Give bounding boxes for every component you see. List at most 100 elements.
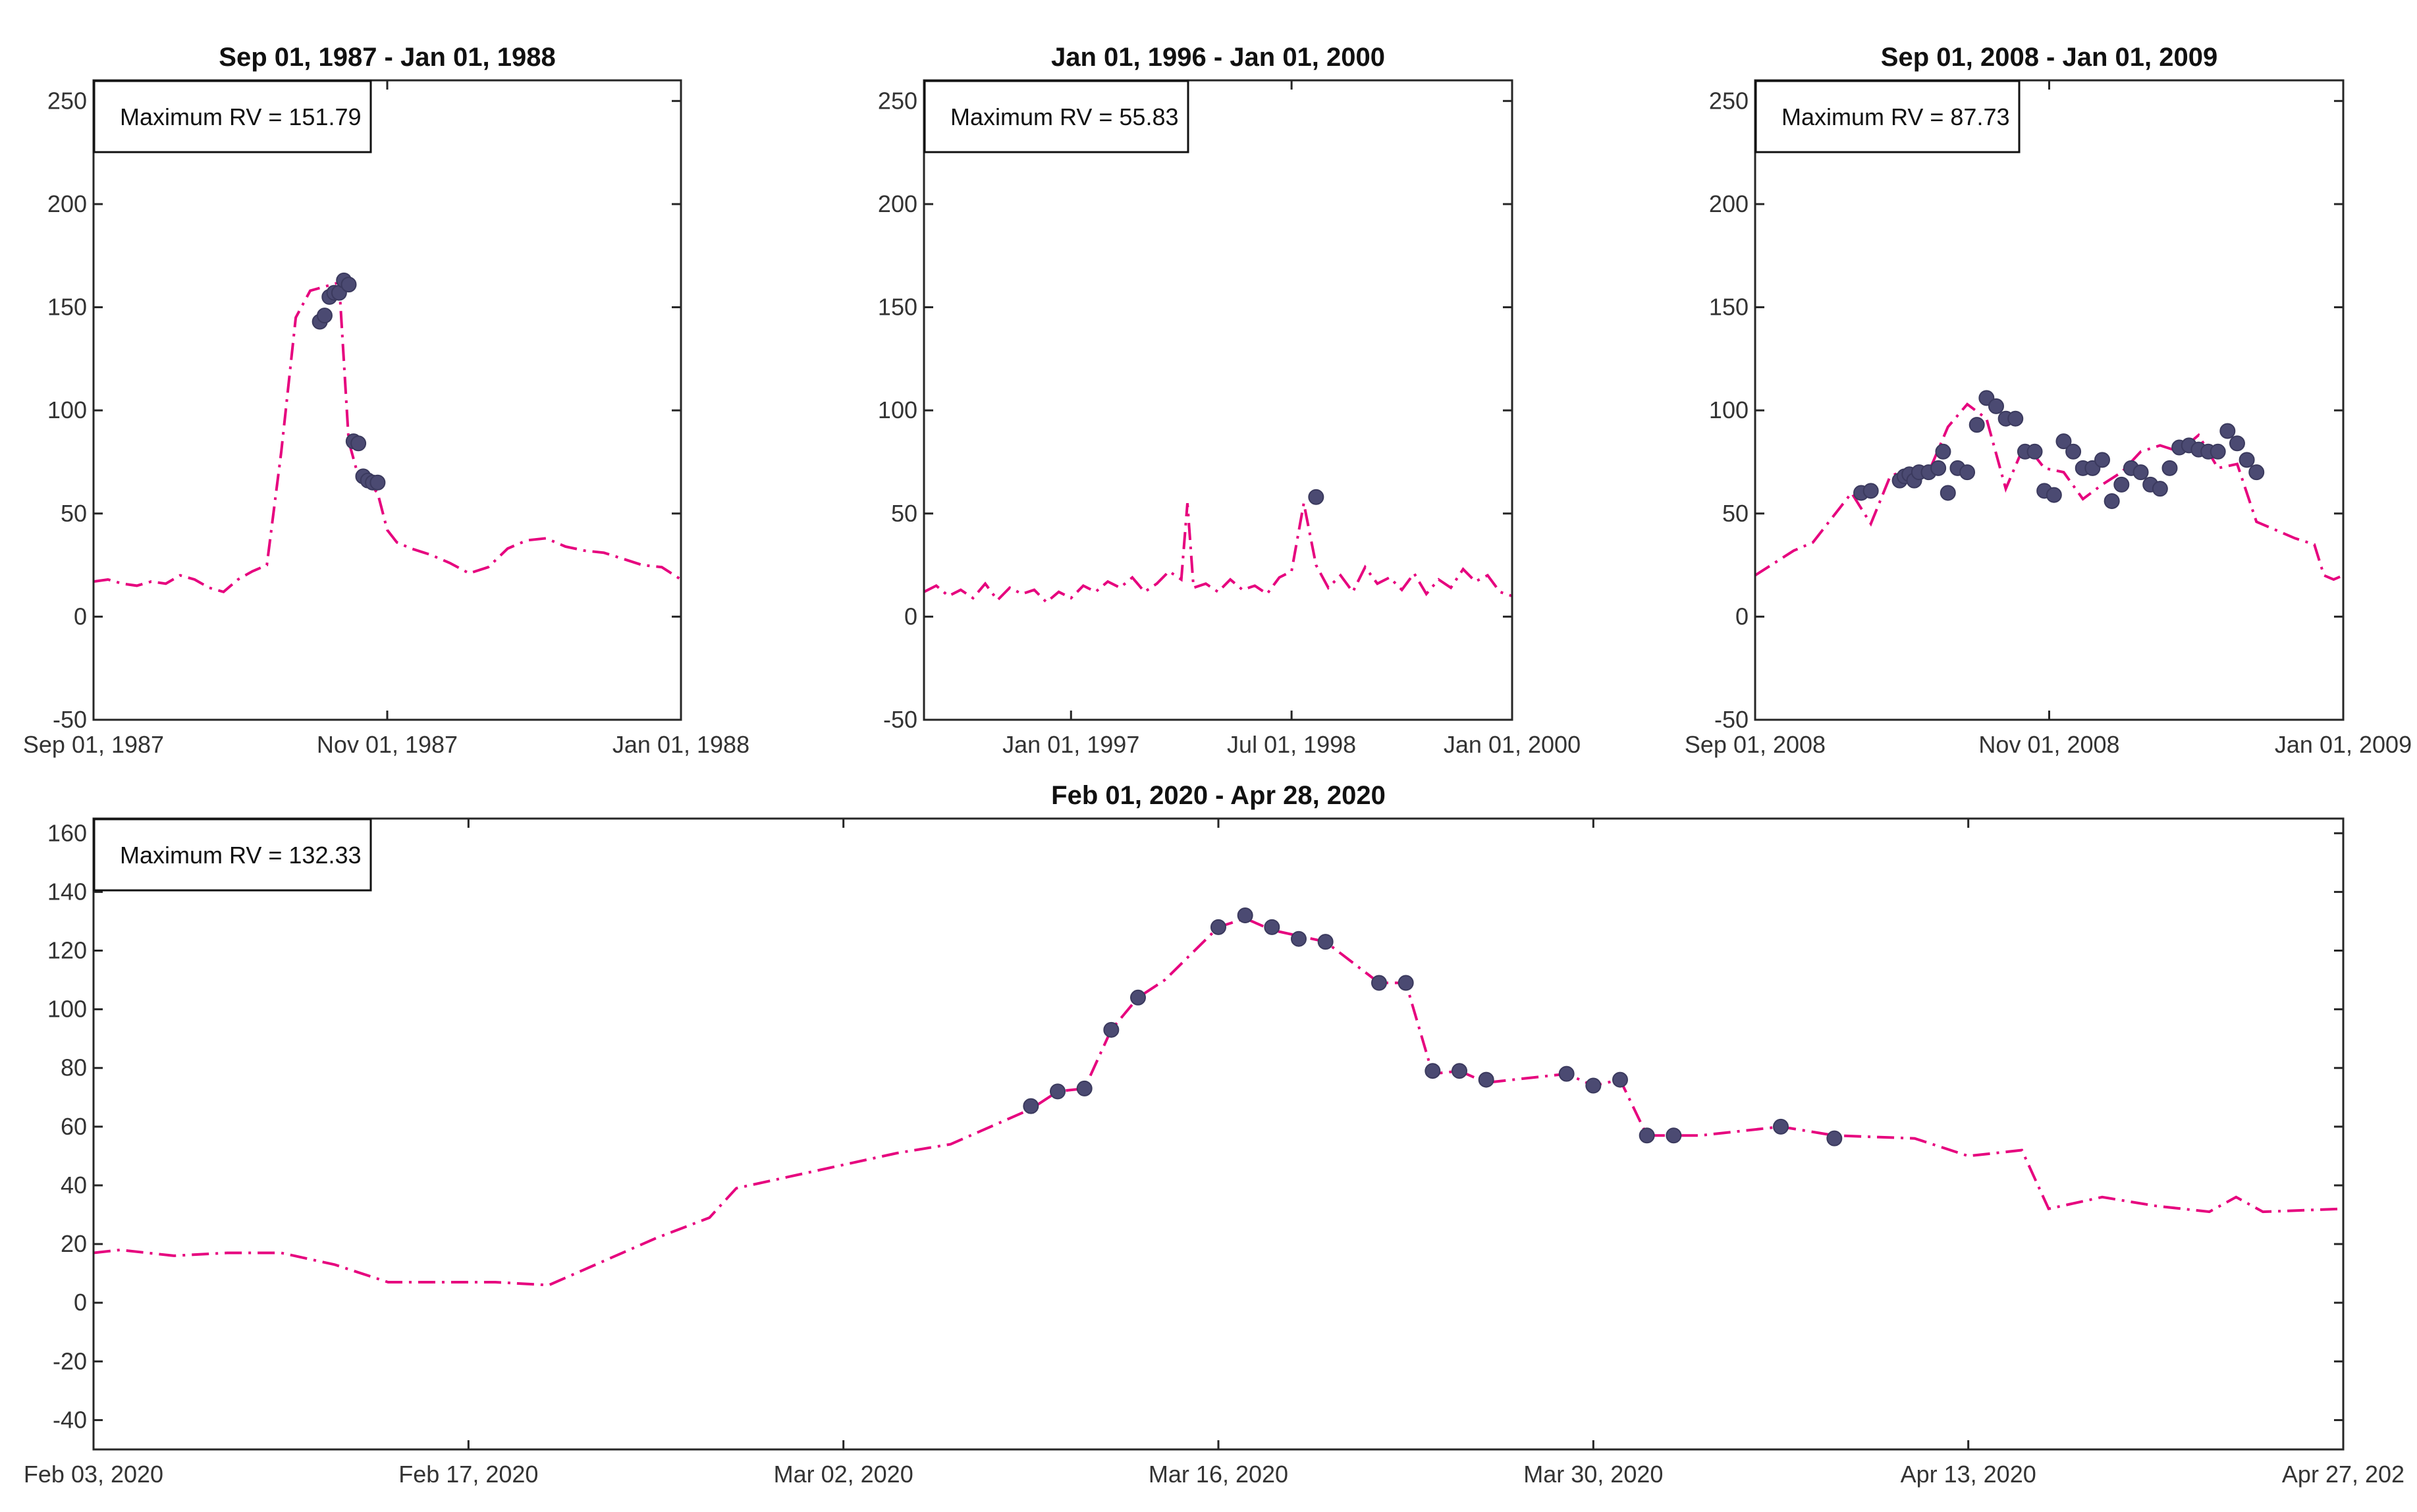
highlight-point xyxy=(1317,934,1334,950)
annotation-text: Maximum RV = 132.33 xyxy=(120,842,362,869)
highlight-point xyxy=(2104,493,2120,509)
highlight-point xyxy=(1773,1118,1789,1135)
y-tick-label: 250 xyxy=(878,87,917,114)
y-tick-label: 20 xyxy=(61,1230,87,1257)
rv-series-line xyxy=(93,281,682,594)
rv-series-line xyxy=(1754,402,2344,581)
y-tick-label: -50 xyxy=(883,706,917,733)
panel-title: Jan 01, 1996 - Jan 01, 2000 xyxy=(1051,43,1385,72)
highlight-point xyxy=(1940,485,1956,501)
y-tick-label: 250 xyxy=(1709,87,1749,114)
highlight-point xyxy=(2229,435,2245,452)
highlight-point xyxy=(1452,1063,1467,1079)
highlight-point xyxy=(2152,481,2168,497)
highlight-point xyxy=(1371,975,1387,991)
highlight-point xyxy=(2094,452,2111,468)
y-tick-label: 60 xyxy=(61,1113,87,1140)
highlight-point xyxy=(2239,452,2255,468)
highlight-point xyxy=(2248,464,2265,481)
highlight-point xyxy=(1103,1021,1120,1038)
x-tick-label: Feb 17, 2020 xyxy=(398,1461,538,1488)
y-tick-label: 100 xyxy=(1709,396,1749,423)
highlight-point xyxy=(1639,1127,1655,1144)
highlight-point xyxy=(1969,417,1985,433)
highlight-point xyxy=(1130,989,1146,1006)
y-tick-label: 100 xyxy=(47,996,87,1023)
annotation-box xyxy=(923,80,1189,153)
panel-1987: Sep 01, 1987 - Jan 01, 1988 -50 0 50 100 150 2… xyxy=(23,43,749,758)
highlight-point xyxy=(1308,489,1324,505)
highlight-point xyxy=(369,474,386,491)
highlight-point xyxy=(2161,460,2178,476)
highlight-point xyxy=(2026,443,2043,460)
panel-title: Feb 01, 2020 - Apr 28, 2020 xyxy=(1051,781,1386,810)
highlight-point xyxy=(340,277,357,293)
highlight-point xyxy=(2055,433,2072,450)
highlight-point xyxy=(1666,1127,1682,1144)
highlight-point xyxy=(1050,1083,1066,1100)
y-tick-label: 150 xyxy=(47,294,87,321)
x-tick-label: Nov 01, 2008 xyxy=(1978,731,2119,758)
y-tick-label: 250 xyxy=(47,87,87,114)
y-tick-label: 200 xyxy=(878,190,917,217)
axis-frame xyxy=(1754,79,2345,721)
x-tick-label: Jan 01, 1988 xyxy=(612,731,749,758)
highlight-point xyxy=(1291,931,1307,947)
rv-series-line xyxy=(923,502,1513,605)
x-tick-label: Jan 01, 2000 xyxy=(1444,731,1581,758)
highlight-point xyxy=(1264,919,1280,935)
x-tick-label: Mar 30, 2020 xyxy=(1523,1461,1663,1488)
x-tick-label: Mar 16, 2020 xyxy=(1149,1461,1288,1488)
y-tick-label: 40 xyxy=(61,1172,87,1199)
x-tick-label: Jan 01, 2009 xyxy=(2275,731,2412,758)
highlight-point xyxy=(1988,398,2004,414)
annotation-box xyxy=(93,80,372,153)
y-tick-label: 120 xyxy=(47,937,87,964)
y-tick-label: -50 xyxy=(53,706,87,733)
panel-2008: Sep 01, 2008 - Jan 01, 2009 -50 0 50 100 150 2… xyxy=(1685,43,2412,758)
highlight-point xyxy=(1930,460,1947,476)
annotation-box xyxy=(93,818,372,892)
y-tick-label: 150 xyxy=(1709,294,1749,321)
x-tick-label: Mar 02, 2020 xyxy=(774,1461,913,1488)
highlight-point xyxy=(1826,1130,1843,1147)
highlight-point xyxy=(1862,483,1879,499)
y-tick-label: 140 xyxy=(47,878,87,905)
y-tick-label: 50 xyxy=(1722,500,1749,527)
panel-title: Sep 01, 1987 - Jan 01, 1988 xyxy=(219,43,555,72)
y-tick-label: 50 xyxy=(891,500,917,527)
x-tick-label: Apr 13, 2020 xyxy=(1901,1461,2036,1488)
highlight-point xyxy=(1023,1098,1039,1114)
y-tick-label: 0 xyxy=(904,603,917,630)
y-tick-label: 100 xyxy=(47,396,87,423)
highlight-point xyxy=(350,435,367,452)
highlight-point xyxy=(2132,464,2149,481)
highlight-point xyxy=(1478,1071,1494,1088)
y-tick-label: -20 xyxy=(53,1347,87,1374)
y-tick-label: 160 xyxy=(47,819,87,846)
annotation-text: Maximum RV = 55.83 xyxy=(950,103,1178,130)
y-tick-label: 150 xyxy=(878,294,917,321)
x-tick-label: Nov 01, 1987 xyxy=(317,731,458,758)
highlight-point xyxy=(1425,1063,1441,1079)
x-tick-label: Jan 01, 1997 xyxy=(1002,731,1139,758)
highlight-point xyxy=(316,308,333,324)
panel-title: Sep 01, 2008 - Jan 01, 2009 xyxy=(1881,43,2217,72)
axis-frame xyxy=(923,79,1513,721)
axis-frame xyxy=(92,817,2345,1451)
x-tick-label: Apr 27, 202 xyxy=(2282,1461,2404,1488)
highlight-point xyxy=(2046,487,2062,503)
y-tick-label: 0 xyxy=(74,603,87,630)
annotation-box xyxy=(1754,80,2021,153)
rv-series-line xyxy=(93,917,2344,1287)
x-tick-label: Sep 01, 1987 xyxy=(23,731,164,758)
highlight-point xyxy=(1935,443,1951,460)
panel-1996: Jan 01, 1996 - Jan 01, 2000 -50 0 50 100 150 2… xyxy=(878,43,1581,758)
highlight-point xyxy=(1612,1071,1628,1088)
highlight-point xyxy=(1959,464,1976,481)
highlight-point xyxy=(1210,919,1226,935)
highlight-point xyxy=(1585,1077,1602,1094)
annotation-text: Maximum RV = 151.79 xyxy=(120,103,362,130)
y-tick-label: -50 xyxy=(1714,706,1749,733)
